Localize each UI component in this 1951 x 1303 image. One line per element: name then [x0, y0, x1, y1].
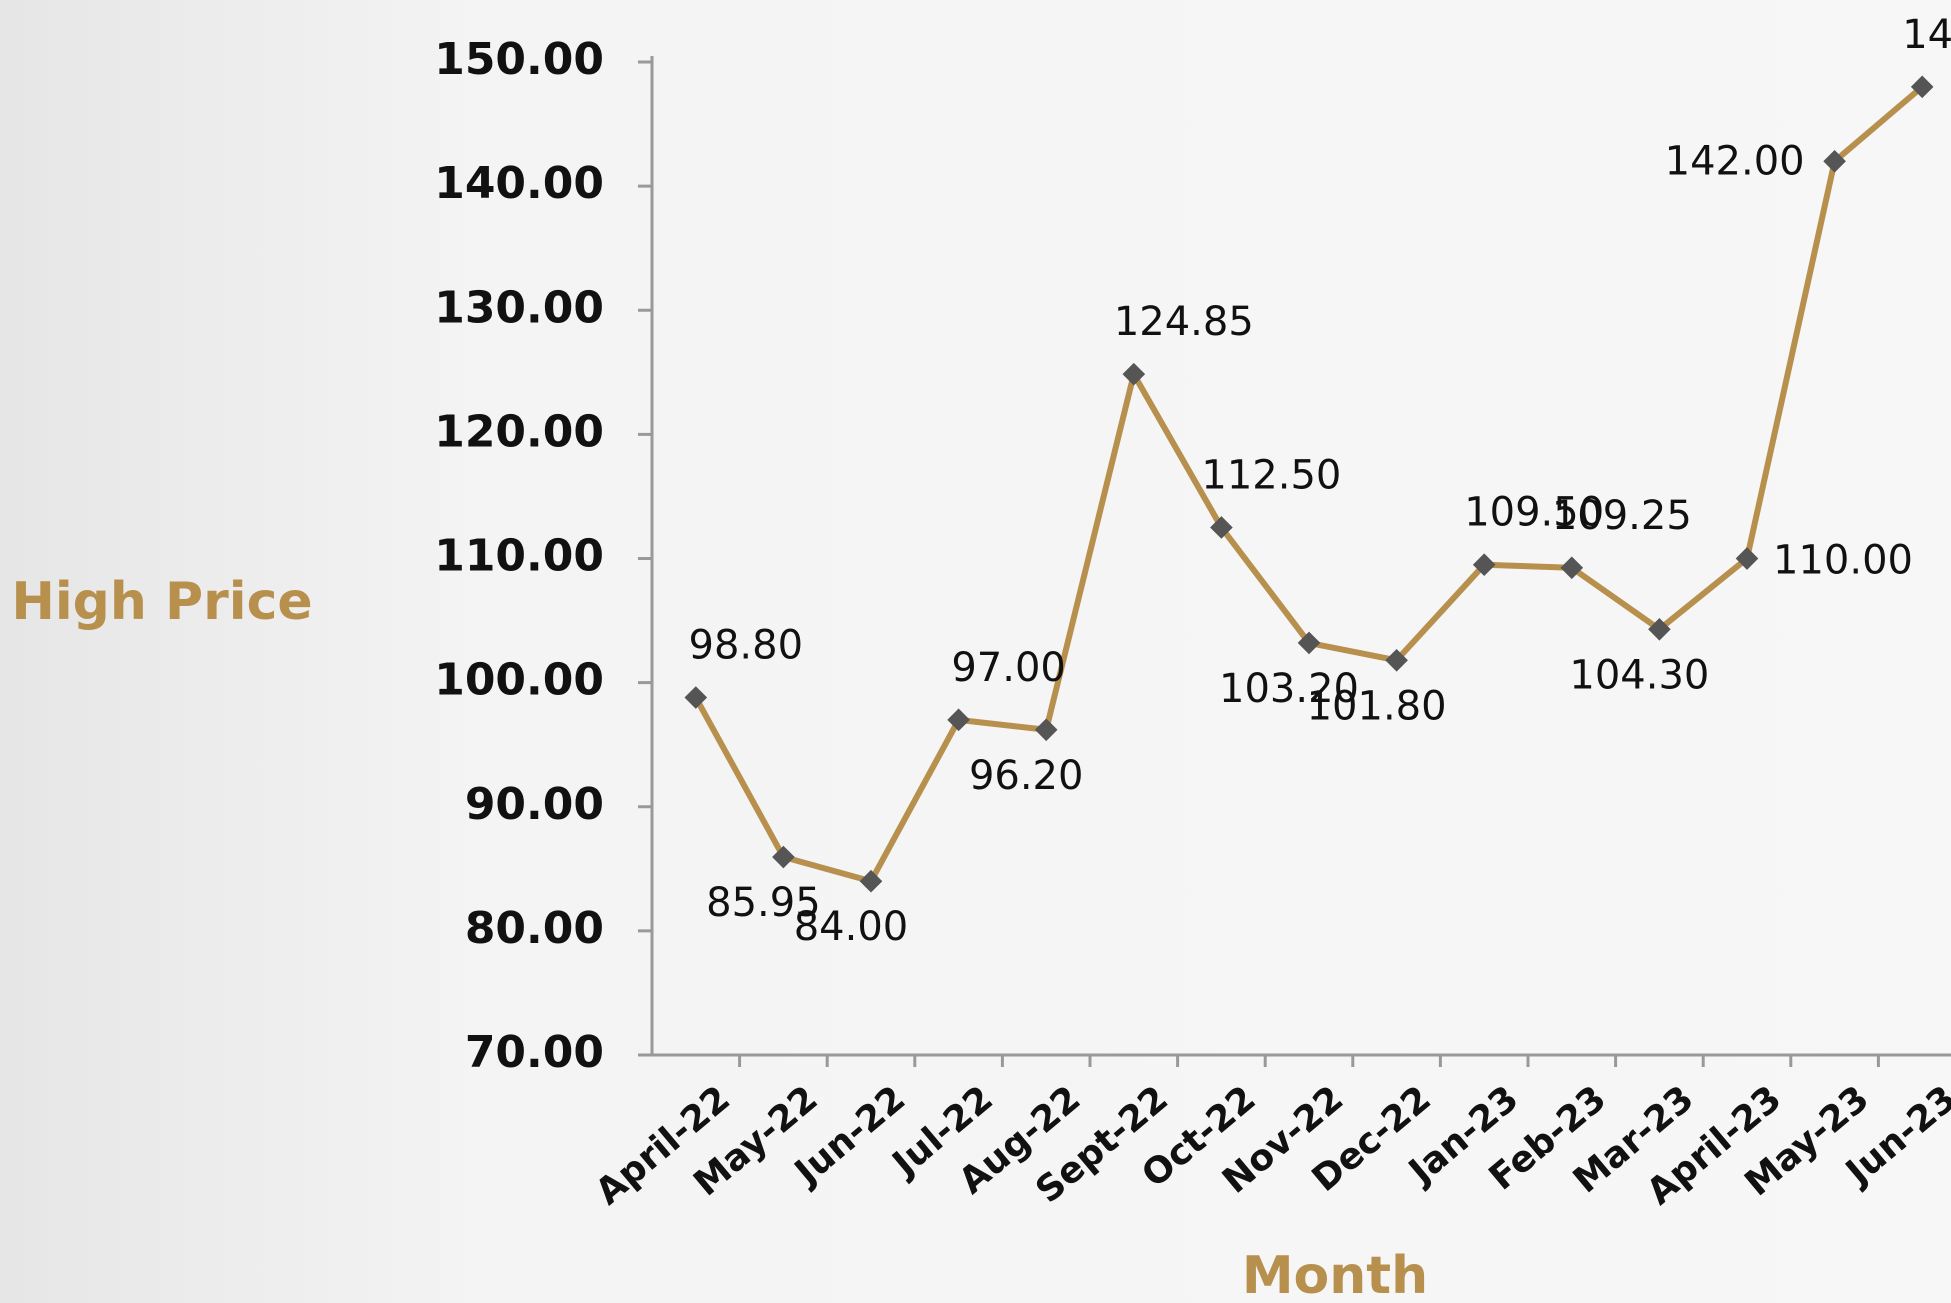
data-label: 109.25: [1552, 493, 1692, 539]
marker: [1297, 631, 1321, 655]
y-tick-label: 80.00: [465, 903, 604, 954]
y-axis-title: High Price: [11, 572, 312, 632]
marker: [1385, 648, 1408, 672]
y-tick-label: 140.00: [434, 158, 604, 209]
marker: [772, 845, 795, 869]
data-label: 112.50: [1201, 452, 1341, 498]
data-label: 97.00: [951, 645, 1066, 691]
data-label: 84.00: [794, 904, 909, 950]
marker: [859, 869, 883, 893]
y-tick-label: 100.00: [434, 655, 604, 706]
data-label: 103.20: [1219, 666, 1359, 712]
marker: [1735, 547, 1759, 570]
marker: [1210, 516, 1233, 539]
data-label: 109.50: [1464, 490, 1604, 536]
marker: [1910, 75, 1934, 99]
data-label: 98.80: [689, 623, 804, 669]
marker: [1122, 362, 1146, 386]
data-label: 142.00: [1665, 138, 1805, 184]
y-tick-label: 120.00: [434, 406, 604, 457]
y-tick-label: 150.00: [434, 34, 604, 85]
marker: [1034, 718, 1058, 742]
data-label: 96.20: [969, 753, 1084, 799]
x-axis-title: Month: [1242, 1246, 1428, 1303]
marker: [1472, 553, 1496, 577]
data-label: 148.00: [1902, 12, 1951, 58]
marker: [684, 686, 708, 709]
data-label: 101.80: [1307, 683, 1447, 729]
data-label: 110.00: [1773, 538, 1913, 584]
marker: [1560, 556, 1584, 580]
y-tick-label: 90.00: [465, 779, 604, 830]
y-tick-label: 130.00: [434, 282, 604, 333]
y-tick-label: 70.00: [465, 1027, 604, 1078]
marker: [1648, 617, 1671, 641]
data-label: 104.30: [1569, 652, 1709, 698]
marker: [947, 708, 970, 732]
y-tick-label: 110.00: [434, 531, 604, 582]
data-label: 124.85: [1114, 299, 1254, 345]
data-label: 85.95: [706, 880, 821, 926]
